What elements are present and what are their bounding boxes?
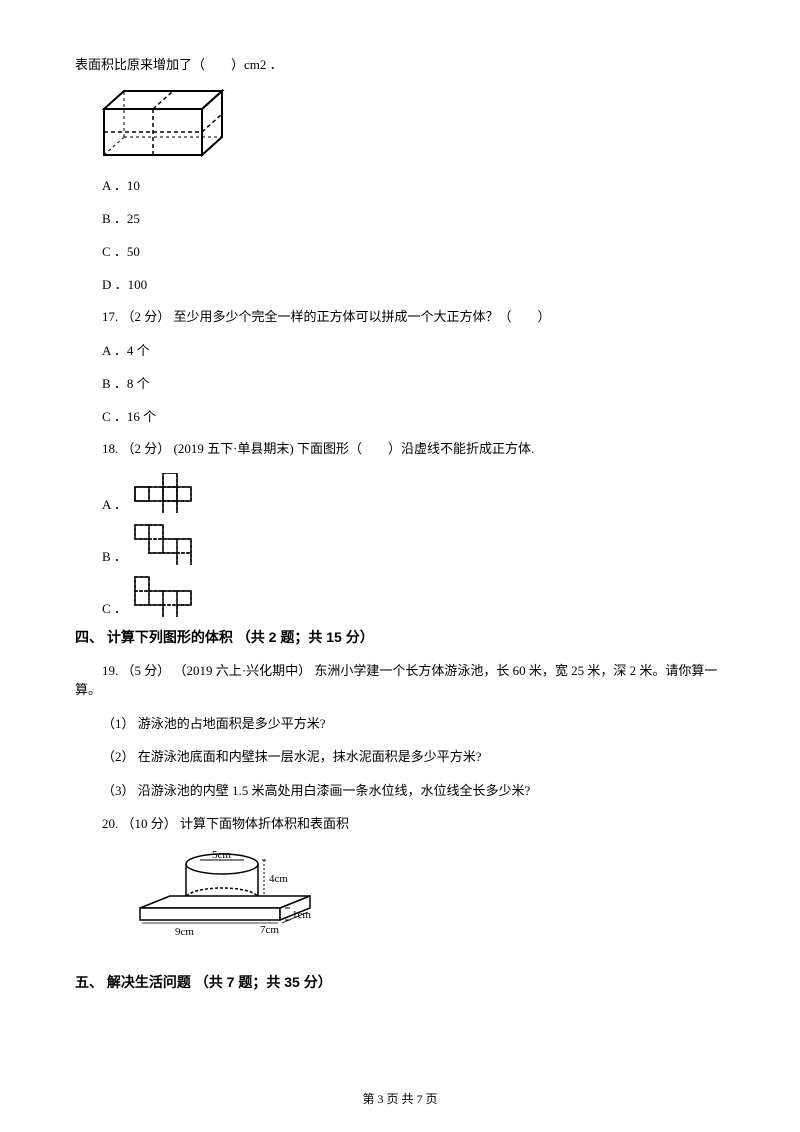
q19-stem: 19. （5 分） （2019 六上·兴化期中） 东洲小学建一个长方体游泳池，长…	[75, 661, 725, 700]
page-footer: 第 3 页 共 7 页	[0, 1090, 800, 1107]
section-5-heading: 五、 解决生活问题 （共 7 题；共 35 分）	[75, 972, 725, 992]
q18-net-c	[133, 575, 205, 617]
label-9cm: 9cm	[175, 926, 194, 938]
q16-continuation: 表面积比原来增加了（ ）cm2 ．	[75, 55, 725, 75]
q17-option-b: B ．8 个	[102, 373, 725, 392]
q18-option-c-label: C ．	[102, 598, 127, 617]
q18-option-b-label: B ．	[102, 546, 127, 565]
q18-net-b	[133, 523, 205, 565]
q20-figure: 5cm 4cm 1cm 9cm 7cm	[130, 848, 725, 958]
q18-option-b: B ．	[102, 523, 725, 565]
section-4-heading: 四、 计算下列图形的体积 （共 2 题；共 15 分）	[75, 627, 725, 647]
q16-figure	[102, 89, 725, 161]
q18-option-c: C ．	[102, 575, 725, 617]
q16-option-b: B ．25	[102, 208, 725, 227]
q16-option-a: A ．10	[102, 175, 725, 194]
q19-sub3: （3） 沿游泳池的内壁 1.5 米高处用白漆画一条水位线，水位线全长多少米?	[102, 781, 725, 801]
label-7cm: 7cm	[260, 924, 279, 936]
q16-option-d: D ．100	[102, 274, 725, 293]
q18-option-a: A ．	[102, 473, 725, 513]
label-5cm: 5cm	[212, 849, 231, 861]
q16-option-c: C ．50	[102, 241, 725, 260]
q19-sub1: （1） 游泳池的占地面积是多少平方米?	[102, 714, 725, 734]
q18-stem: 18. （2 分） (2019 五下·单县期末) 下面图形（ ）沿虚线不能折成正…	[102, 439, 725, 459]
q17-option-a: A ．4 个	[102, 340, 725, 359]
q18-option-a-label: A ．	[102, 494, 127, 513]
label-4cm: 4cm	[269, 873, 288, 885]
q17-option-c: C ．16 个	[102, 406, 725, 425]
q20-stem: 20. （10 分） 计算下面物体折体积和表面积	[102, 814, 725, 834]
q19-sub2: （2） 在游泳池底面和内壁抹一层水泥，抹水泥面积是多少平方米?	[102, 747, 725, 767]
q18-net-a	[133, 473, 205, 513]
q17-stem: 17. （2 分） 至少用多少个完全一样的正方体可以拼成一个大正方体？（ ）	[102, 307, 725, 327]
